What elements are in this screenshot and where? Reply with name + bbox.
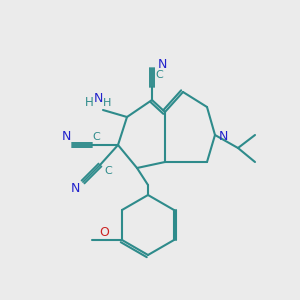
Text: N: N: [61, 130, 71, 143]
Text: N: N: [93, 92, 103, 104]
Text: C: C: [155, 70, 163, 80]
Text: O: O: [99, 226, 109, 238]
Text: H: H: [85, 97, 93, 110]
Text: C: C: [104, 166, 112, 176]
Text: N: N: [70, 182, 80, 194]
Text: N: N: [157, 58, 167, 70]
Text: C: C: [92, 132, 100, 142]
Text: N: N: [218, 130, 228, 143]
Text: H: H: [103, 98, 111, 108]
